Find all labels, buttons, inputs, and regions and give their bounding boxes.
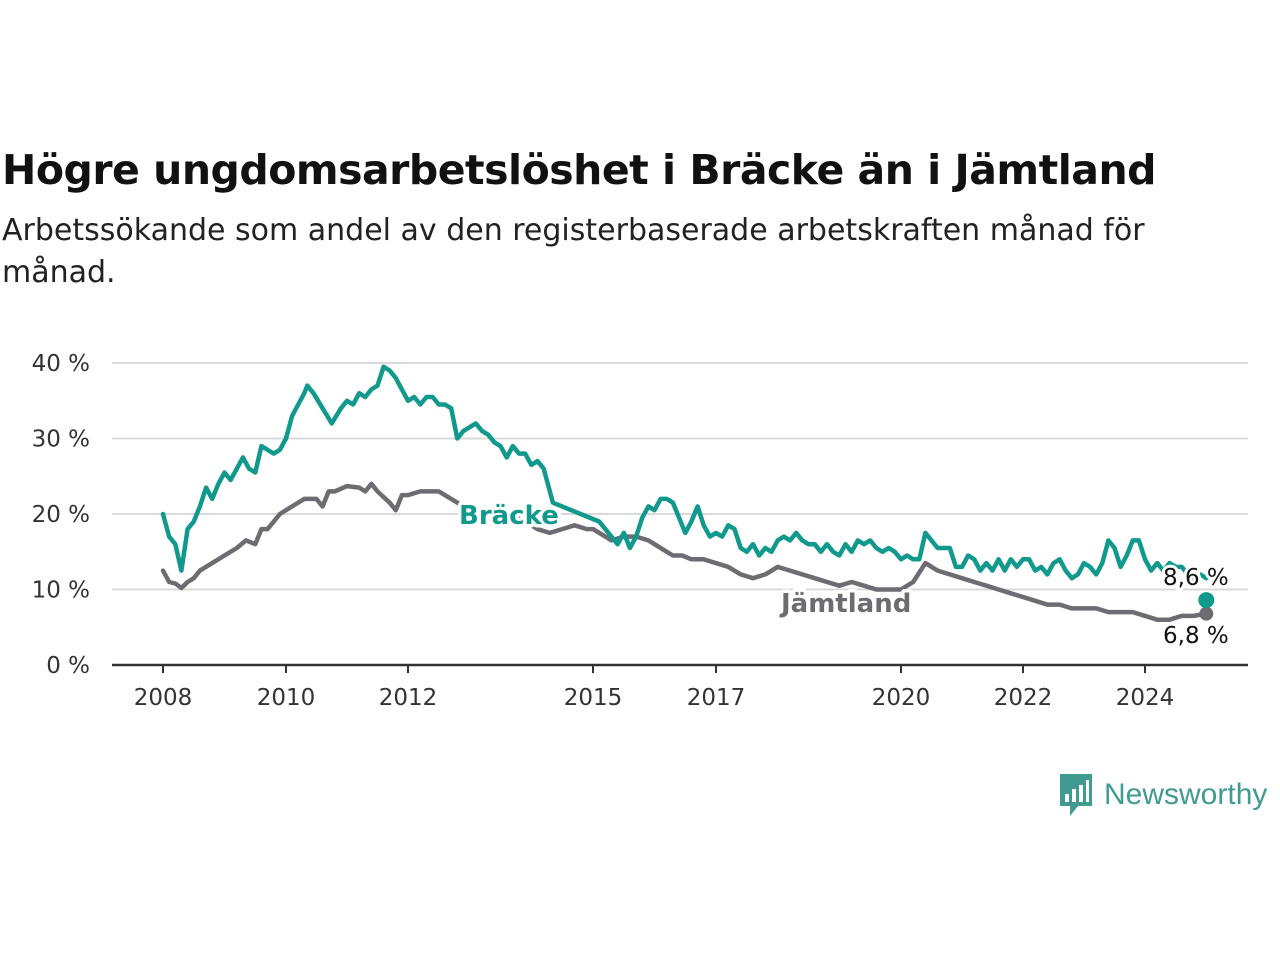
x-tick-label: 2008 (134, 685, 193, 711)
end-point-bracke (1198, 592, 1215, 609)
end-label-jamtland: 6,8 % (1163, 623, 1229, 649)
y-axis-ticks: 0 % 10 % 20 % 30 % 40 % (32, 351, 90, 679)
y-tick-label: 40 % (32, 351, 90, 377)
series-line-jamtland (160, 481, 1209, 622)
grid-lines (112, 362, 1248, 667)
brand-name: Newsworthy (1104, 778, 1268, 811)
series-labels: Bräcke Jämtland 8,6 % 6,8 % (456, 498, 1232, 653)
newsworthy-logo-icon (1060, 774, 1092, 816)
series-label-bracke: Bräcke (459, 501, 559, 531)
y-tick-label: 10 % (32, 578, 90, 604)
x-tick-label: 2022 (994, 685, 1053, 711)
chart-title: Högre ungdomsarbetslöshet i Bräcke än i … (2, 146, 1157, 194)
x-axis-ticks: 2008 2010 2012 2015 2017 2020 2022 2024 (134, 665, 1175, 711)
x-tick-label: 2012 (379, 685, 438, 711)
x-tick-label: 2024 (1116, 685, 1175, 711)
end-point-jamtland (1199, 606, 1214, 621)
y-tick-label: 0 % (46, 653, 90, 679)
series-lines (160, 364, 1215, 622)
x-tick-label: 2015 (564, 685, 623, 711)
series-line-bracke (160, 364, 1209, 585)
x-tick-label: 2020 (872, 685, 931, 711)
series-label-jamtland: Jämtland (779, 589, 911, 619)
y-tick-label: 20 % (32, 502, 90, 528)
x-tick-label: 2017 (687, 685, 746, 711)
x-tick-label: 2010 (257, 685, 316, 711)
chart-subtitle: Arbetssökande som andel av den registerb… (2, 213, 1145, 290)
end-label-bracke: 8,6 % (1163, 565, 1229, 591)
y-tick-label: 30 % (32, 427, 90, 453)
brand-logo: Newsworthy (1058, 772, 1267, 818)
